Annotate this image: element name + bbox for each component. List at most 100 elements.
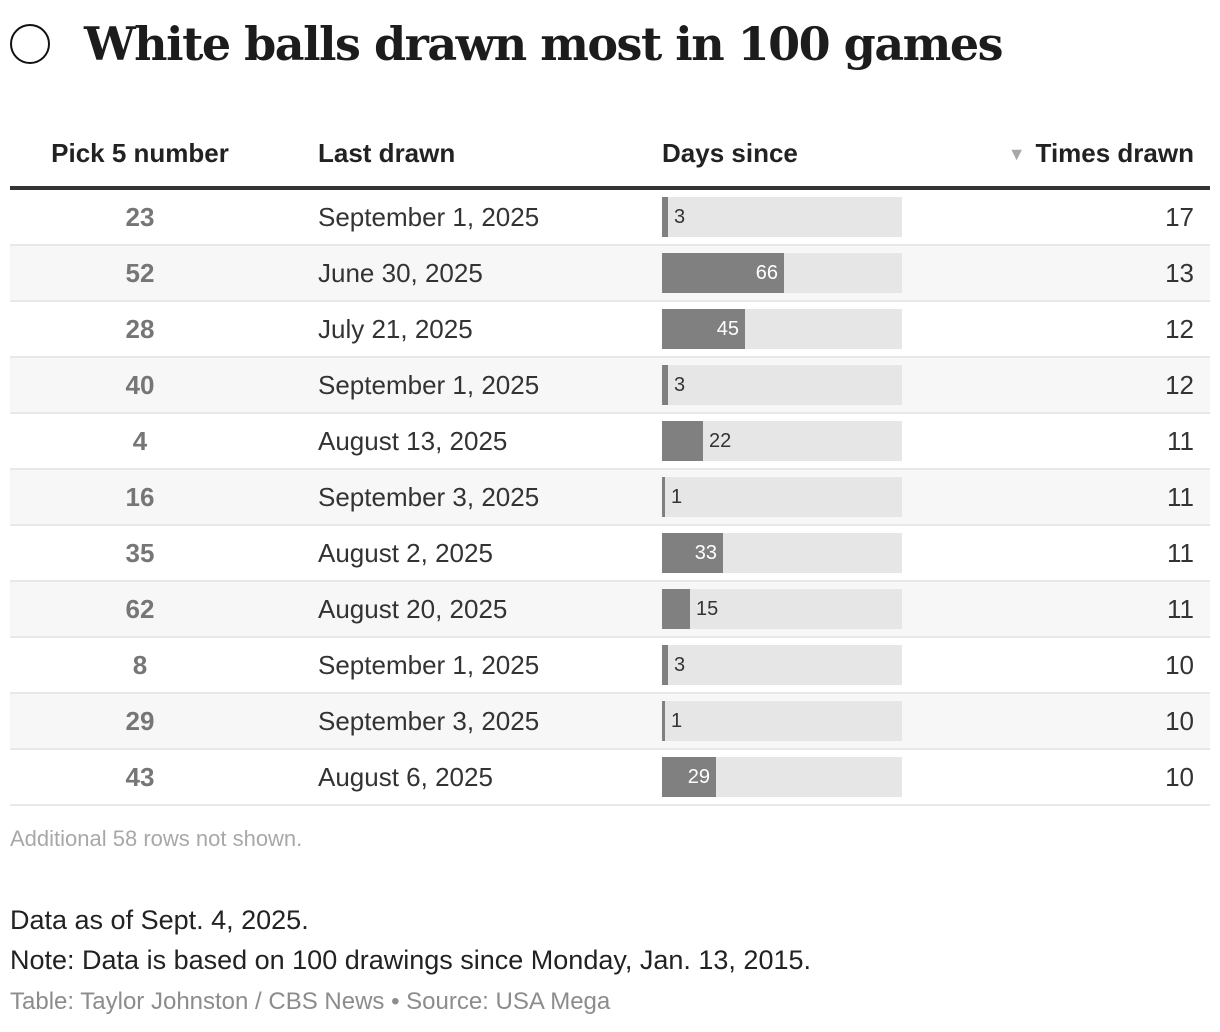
days-since-cell: 3: [662, 188, 962, 246]
times-drawn-cell: 10: [962, 749, 1210, 806]
times-drawn-cell: 11: [962, 413, 1210, 470]
column-header-pick[interactable]: Pick 5 number: [10, 120, 270, 190]
drawings-note: Note: Data is based on 100 drawings sinc…: [10, 945, 811, 975]
credit-line: Table: Taylor Johnston / CBS News • Sour…: [10, 988, 611, 1015]
days-since-cell: 66: [662, 245, 962, 302]
last-drawn-cell: September 3, 2025: [270, 469, 662, 526]
last-drawn-cell: September 1, 2025: [270, 637, 662, 694]
pick-number-cell: 16: [10, 469, 270, 526]
last-drawn-cell: August 13, 2025: [270, 413, 662, 470]
days-since-cell: 3: [662, 637, 962, 694]
table-row: 62 August 20, 2025 15 11: [10, 581, 1210, 638]
pick-number-cell: 35: [10, 525, 270, 582]
column-header-days-since[interactable]: Days since: [662, 120, 962, 190]
days-since-bar-track: 29: [662, 757, 902, 797]
days-since-value: 3: [674, 654, 686, 676]
pick-number-cell: 23: [10, 188, 270, 246]
days-since-cell: 33: [662, 525, 962, 582]
pick-number-cell: 8: [10, 637, 270, 694]
days-since-value: 3: [674, 206, 686, 228]
days-since-bar: [662, 309, 745, 349]
days-since-value: 1: [671, 710, 683, 732]
days-since-bar: [662, 477, 665, 517]
last-drawn-cell: September 1, 2025: [270, 357, 662, 414]
table-row: 43 August 6, 2025 29 10: [10, 749, 1210, 806]
days-since-bar-track: 3: [662, 197, 902, 237]
pick-number-cell: 40: [10, 357, 270, 414]
days-since-bar: [662, 197, 668, 237]
pick-number-cell: 29: [10, 693, 270, 750]
times-drawn-cell: 17: [962, 188, 1210, 246]
table-row: 16 September 3, 2025 1 11: [10, 469, 1210, 526]
days-since-bar-track: 66: [662, 253, 902, 293]
table-row: 35 August 2, 2025 33 11: [10, 525, 1210, 582]
header-row: Pick 5 number Last drawn Days since ▼ Tim…: [10, 120, 1210, 190]
times-drawn-cell: 12: [962, 301, 1210, 358]
days-since-value: 15: [696, 598, 719, 620]
table-row: 29 September 3, 2025 1 10: [10, 693, 1210, 750]
column-header-days-since-label: Days since: [662, 137, 798, 168]
days-since-bar-track: 1: [662, 477, 902, 517]
last-drawn-cell: September 1, 2025: [270, 188, 662, 246]
days-since-bar: [662, 533, 723, 573]
column-header-last-drawn-label: Last drawn: [318, 137, 456, 168]
table-row: 23 September 1, 2025 3 17: [10, 188, 1210, 246]
days-since-bar-track: 33: [662, 533, 902, 573]
days-since-value: 66: [755, 262, 778, 284]
circle-icon: [10, 24, 50, 64]
days-since-cell: 22: [662, 413, 962, 470]
times-drawn-cell: 13: [962, 245, 1210, 302]
data-table: Pick 5 number Last drawn Days since ▼ Tim…: [10, 120, 1210, 806]
column-header-last-drawn[interactable]: Last drawn: [270, 120, 662, 190]
column-header-times-drawn[interactable]: ▼ Times drawn: [962, 120, 1210, 190]
days-since-cell: 1: [662, 469, 962, 526]
last-drawn-cell: August 2, 2025: [270, 525, 662, 582]
times-drawn-cell: 11: [962, 525, 1210, 582]
days-since-bar-track: 22: [662, 421, 902, 461]
data-as-of-note: Data as of Sept. 4, 2025.: [10, 905, 309, 935]
pick-number-cell: 52: [10, 245, 270, 302]
days-since-value: 22: [709, 430, 732, 452]
table-row: 52 June 30, 2025 66 13: [10, 245, 1210, 302]
times-drawn-cell: 10: [962, 637, 1210, 694]
days-since-bar: [662, 253, 784, 293]
days-since-bar: [662, 365, 668, 405]
table-row: 40 September 1, 2025 3 12: [10, 357, 1210, 414]
days-since-value: 1: [671, 486, 683, 508]
days-since-cell: 29: [662, 749, 962, 806]
column-header-times-drawn-label: Times drawn: [1035, 137, 1194, 168]
table-row: 4 August 13, 2025 22 11: [10, 413, 1210, 470]
days-since-cell: 15: [662, 581, 962, 638]
pick-number-cell: 4: [10, 413, 270, 470]
days-since-bar-track: 1: [662, 701, 902, 741]
days-since-cell: 3: [662, 357, 962, 414]
times-drawn-cell: 12: [962, 357, 1210, 414]
last-drawn-cell: June 30, 2025: [270, 245, 662, 302]
table-row: 8 September 1, 2025 3 10: [10, 637, 1210, 694]
days-since-bar-track: 3: [662, 645, 902, 685]
pick-number-cell: 43: [10, 749, 270, 806]
days-since-value: 3: [674, 374, 686, 396]
days-since-bar: [662, 645, 668, 685]
more-rows-note: Additional 58 rows not shown.: [10, 826, 303, 851]
times-drawn-cell: 11: [962, 581, 1210, 638]
days-since-cell: 45: [662, 301, 962, 358]
days-since-value: 33: [694, 542, 717, 564]
days-since-bar-track: 45: [662, 309, 902, 349]
page-title: White balls drawn most in 100 games: [84, 17, 1004, 71]
days-since-cell: 1: [662, 693, 962, 750]
days-since-bar: [662, 701, 665, 741]
last-drawn-cell: August 6, 2025: [270, 749, 662, 806]
days-since-bar-track: 3: [662, 365, 902, 405]
header: White balls drawn most in 100 games: [10, 14, 1004, 74]
times-drawn-cell: 11: [962, 469, 1210, 526]
days-since-bar: [662, 421, 703, 461]
notes: Data as of Sept. 4, 2025. Note: Data is …: [10, 900, 811, 980]
column-header-pick-label: Pick 5 number: [51, 137, 229, 168]
table-row: 28 July 21, 2025 45 12: [10, 301, 1210, 358]
last-drawn-cell: July 21, 2025: [270, 301, 662, 358]
pick-number-cell: 28: [10, 301, 270, 358]
last-drawn-cell: September 3, 2025: [270, 693, 662, 750]
table-body: 23 September 1, 2025 3 17 52 June 30, 2025 66 1…: [10, 188, 1210, 806]
days-since-bar-track: 15: [662, 589, 902, 629]
